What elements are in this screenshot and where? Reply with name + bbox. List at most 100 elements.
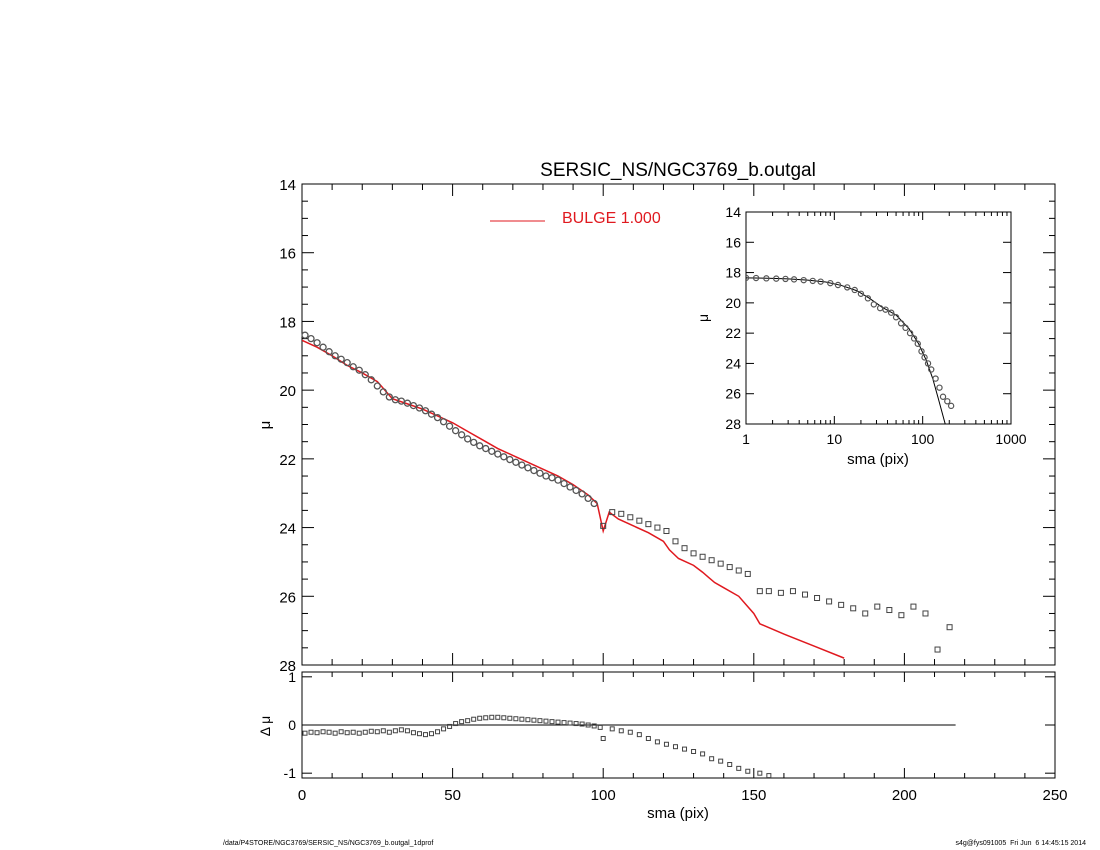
residual-data-point — [411, 731, 415, 735]
data-point-circle — [573, 487, 579, 493]
main-y-tick-label: 22 — [279, 452, 296, 469]
data-point-circle — [543, 473, 549, 479]
main-y-tick-label: 16 — [279, 246, 296, 263]
residual-data-point — [442, 727, 446, 731]
data-point-square — [911, 604, 916, 609]
inset-y-tick-label: 16 — [725, 234, 741, 250]
residual-data-point — [728, 763, 732, 767]
residual-x-tick-label: 250 — [1042, 787, 1067, 804]
residual-data-point — [363, 730, 367, 734]
residual-data-point — [628, 730, 632, 734]
data-point-square — [899, 613, 904, 618]
residual-data-point — [532, 718, 536, 722]
data-point-square — [839, 602, 844, 607]
residual-plot: sma (pix) Δ μ -101 0 50 100 150 200 250 — [257, 669, 1068, 822]
data-point-square — [655, 525, 660, 530]
residual-data-point — [436, 730, 440, 734]
residual-data-point — [556, 720, 560, 724]
data-point-circle — [483, 446, 489, 452]
residual-data-point — [357, 731, 361, 735]
residual-data-point — [417, 732, 421, 736]
main-y-tick-label: 26 — [279, 589, 296, 606]
data-point-circle — [519, 462, 525, 468]
chart-title: SERSIC_NS/NGC3769_b.outgal — [540, 160, 816, 181]
inset-x-tick-label: 10 — [827, 431, 843, 447]
data-point-square — [664, 529, 669, 534]
residual-y-tick-label: 0 — [288, 717, 296, 733]
data-point-square — [628, 515, 633, 520]
data-point-square — [923, 611, 928, 616]
residual-data-point — [351, 730, 355, 734]
data-point-square — [947, 625, 952, 630]
data-point-square — [827, 599, 832, 604]
main-y-tick-label: 14 — [279, 177, 296, 194]
residual-data-point — [514, 717, 518, 721]
residual-data-point — [430, 732, 434, 736]
residual-data-point — [526, 718, 530, 722]
residual-data-point — [339, 730, 343, 734]
data-point-circle — [374, 383, 380, 389]
data-point-square — [718, 561, 723, 566]
data-point-square — [700, 554, 705, 559]
data-point-square — [815, 596, 820, 601]
inset-y-tick-label: 28 — [725, 416, 741, 432]
inset-y-tick-label: 24 — [725, 355, 741, 371]
residual-data-point — [746, 769, 750, 773]
inset-y-tick-label: 22 — [725, 325, 741, 341]
data-point-circle — [314, 340, 320, 346]
residual-data-point — [387, 730, 391, 734]
data-point-square — [736, 568, 741, 573]
data-point-circle — [495, 451, 501, 457]
inset-y-tick-label: 20 — [725, 295, 741, 311]
residual-data-point — [538, 719, 542, 723]
inset-plot: sma (pix) μ 1416182022242628 1 10 100 1000 — [695, 204, 1027, 468]
data-point-circle — [489, 448, 495, 454]
data-point-square — [803, 592, 808, 597]
residual-data-point — [683, 747, 687, 751]
inset-y-tick-label: 18 — [725, 265, 741, 281]
inset-x-tick-label: 100 — [911, 431, 935, 447]
data-point-square — [745, 571, 750, 576]
residual-data-point — [327, 730, 331, 734]
footer-timestamp: s4g@fys091005 Fri Jun 6 14:45:15 2014 — [956, 840, 1086, 847]
data-point-circle — [465, 436, 471, 442]
data-point-square — [887, 608, 892, 613]
residual-data-point — [460, 720, 464, 724]
data-point-circle — [453, 428, 459, 434]
data-point-square — [875, 604, 880, 609]
data-point-circle — [525, 465, 531, 471]
data-point-square — [637, 518, 642, 523]
main-y-tick-label: 20 — [279, 383, 296, 400]
inset-x-tick-label: 1 — [742, 431, 750, 447]
data-point-circle — [501, 454, 507, 460]
residual-data-point — [692, 750, 696, 754]
residual-y-axis-label: Δ μ — [257, 716, 273, 737]
residual-x-tick-label: 200 — [892, 787, 917, 804]
residual-data-point — [399, 728, 403, 732]
data-point-square — [691, 551, 696, 556]
residual-data-point — [710, 757, 714, 761]
data-point-circle — [513, 459, 519, 465]
data-point-square — [935, 647, 940, 652]
residual-x-tick-label: 50 — [444, 787, 461, 804]
residual-data-point — [478, 716, 482, 720]
data-point-square — [863, 611, 868, 616]
residual-data-point — [719, 759, 723, 763]
residual-data-point — [333, 731, 337, 735]
data-point-square — [766, 589, 771, 594]
data-point-square — [727, 565, 732, 570]
inset-x-tick-label: 1000 — [995, 431, 1026, 447]
residual-data-point — [655, 740, 659, 744]
residual-data-point — [405, 729, 409, 733]
data-point-circle — [579, 491, 585, 497]
residual-data-point — [496, 715, 500, 719]
main-y-axis-label: μ — [257, 421, 274, 430]
residual-data-point — [472, 717, 476, 721]
residual-x-axis-label: sma (pix) — [647, 805, 709, 822]
residual-data-point — [550, 720, 554, 724]
residual-data-point — [637, 733, 641, 737]
residual-data-point — [423, 733, 427, 737]
residual-data-point — [466, 719, 470, 723]
data-point-square — [682, 546, 687, 551]
residual-data-point — [758, 771, 762, 775]
